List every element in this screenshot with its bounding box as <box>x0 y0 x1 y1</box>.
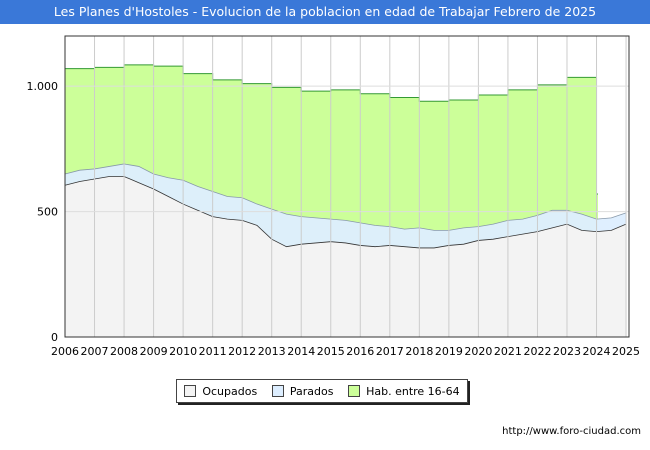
y-tick-label: 1.000 <box>27 80 59 93</box>
x-tick-label: 2020 <box>464 345 492 358</box>
x-tick-label: 2011 <box>199 345 227 358</box>
legend-item-ocupados: Ocupados <box>184 385 257 398</box>
y-tick-label: 0 <box>51 331 58 344</box>
legend-label-ocupados: Ocupados <box>202 384 258 398</box>
x-tick-label: 2019 <box>435 345 463 358</box>
x-tick-label: 2008 <box>110 345 138 358</box>
legend-label-hab: Hab. entre 16-64 <box>366 384 460 398</box>
legend-swatch-hab <box>348 385 361 397</box>
x-tick-label: 2017 <box>376 345 404 358</box>
x-tick-label: 2013 <box>258 345 286 358</box>
x-tick-label: 2025 <box>612 345 640 358</box>
series-line-hab <box>65 64 598 195</box>
x-tick-label: 2015 <box>317 345 345 358</box>
x-tick-label: 2010 <box>169 345 197 358</box>
x-tick-label: 2006 <box>51 345 79 358</box>
legend-swatch-ocupados <box>184 385 197 397</box>
x-tick-label: 2016 <box>346 345 374 358</box>
plot-border <box>64 35 630 338</box>
chart-title: Les Planes d'Hostoles - Evolucion de la … <box>0 0 650 24</box>
x-tick-label: 2012 <box>228 345 256 358</box>
x-tick-label: 2024 <box>583 345 611 358</box>
source-url[interactable]: http://www.foro-ciudad.com <box>502 426 641 437</box>
legend: Ocupados Parados Hab. entre 16-64 <box>176 379 468 403</box>
x-tick-label: 2009 <box>140 345 168 358</box>
legend-item-hab: Hab. entre 16-64 <box>348 385 460 398</box>
x-tick-label: 2023 <box>553 345 581 358</box>
x-tick-label: 2018 <box>405 345 433 358</box>
x-tick-label: 2022 <box>523 345 551 358</box>
x-tick-label: 2014 <box>287 345 315 358</box>
series-line-ocupados <box>64 176 627 249</box>
x-tick-label: 2021 <box>494 345 522 358</box>
series-line-parados <box>64 163 627 231</box>
y-tick-label: 500 <box>37 206 58 219</box>
legend-label-parados: Parados <box>289 384 334 398</box>
legend-item-parados: Parados <box>271 384 334 398</box>
series-area-ocupados <box>65 176 627 337</box>
x-tick-label: 2007 <box>81 345 109 358</box>
legend-swatch-parados <box>271 385 284 397</box>
